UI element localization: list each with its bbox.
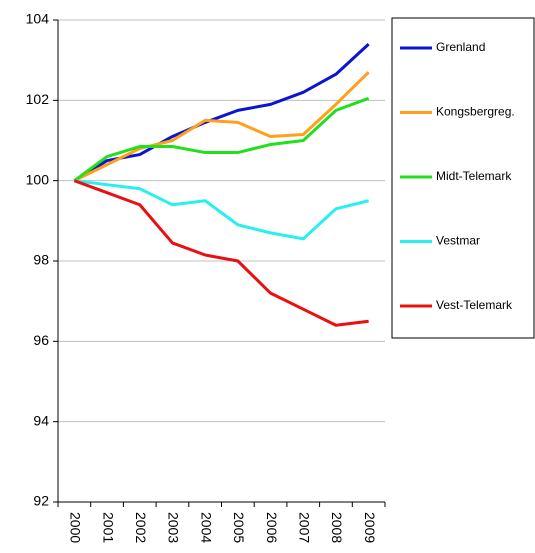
legend-label: Vestmar [436,234,480,248]
x-tick-label: 2000 [68,512,84,543]
x-tick-label: 2002 [133,512,149,543]
y-tick-label: 104 [26,11,50,27]
y-tick-label: 94 [33,412,49,428]
line-series [74,179,370,241]
x-tick-label: 2006 [264,512,280,543]
line-series [73,179,369,327]
x-tick-label: 2009 [362,512,378,543]
x-tick-label: 2007 [297,512,313,543]
x-tick-label: 2003 [166,512,182,543]
legend-label: Grenland [436,40,485,54]
x-tick-label: 2001 [100,512,116,543]
legend-label: Vest-Telemark [436,298,513,312]
y-tick-label: 102 [26,91,50,107]
x-tick-label: 2004 [198,512,214,543]
y-tick-label: 92 [33,493,49,509]
legend-label: Kongsbergreg. [436,105,515,119]
x-tick-label: 2008 [329,512,345,543]
line-series [73,96,370,182]
line-series [73,71,370,183]
y-tick-label: 96 [33,332,49,348]
legend-label: Midt-Telemark [436,169,512,183]
y-tick-label: 100 [26,171,50,187]
y-tick-label: 98 [33,252,49,268]
x-tick-label: 2005 [231,512,247,543]
